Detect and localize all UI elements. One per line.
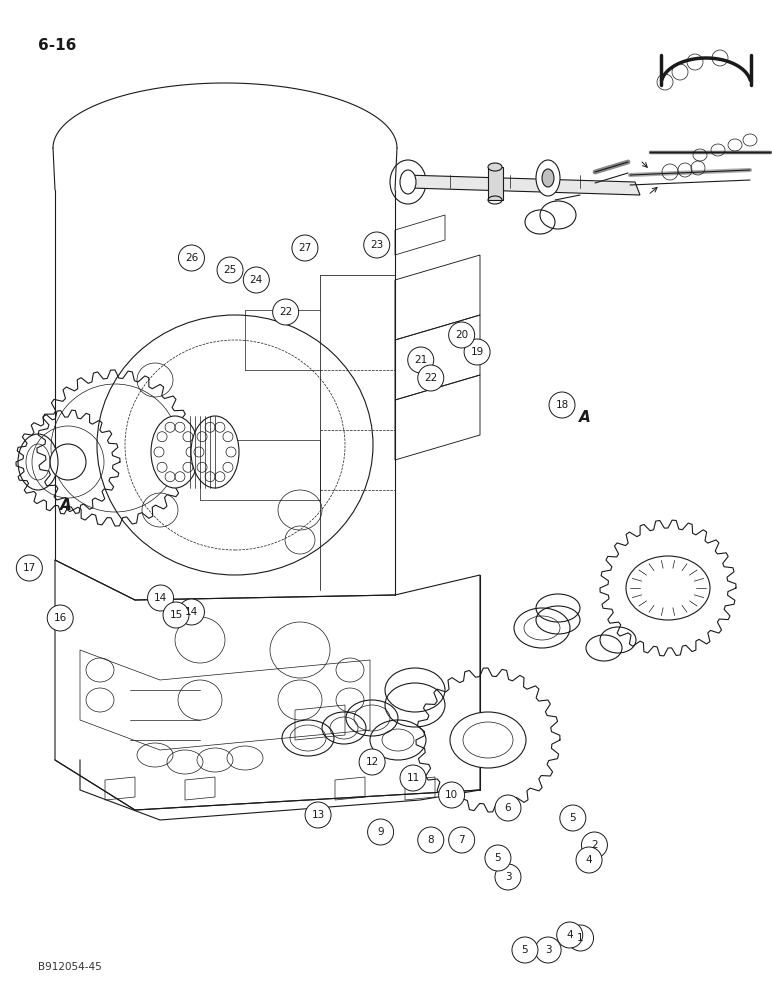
Text: 7: 7 <box>459 835 465 845</box>
Ellipse shape <box>536 160 560 196</box>
Circle shape <box>400 765 426 791</box>
Circle shape <box>305 802 331 828</box>
Circle shape <box>16 555 42 581</box>
Circle shape <box>449 827 475 853</box>
Text: 11: 11 <box>406 773 420 783</box>
Ellipse shape <box>542 169 554 187</box>
Circle shape <box>576 847 602 873</box>
Circle shape <box>47 605 73 631</box>
Circle shape <box>243 267 269 293</box>
Circle shape <box>535 937 561 963</box>
Text: 21: 21 <box>414 355 428 365</box>
Text: A: A <box>579 410 591 425</box>
Circle shape <box>549 392 575 418</box>
Circle shape <box>557 922 583 948</box>
Text: 6: 6 <box>505 803 511 813</box>
Circle shape <box>292 235 318 261</box>
Text: 26: 26 <box>185 253 198 263</box>
Circle shape <box>418 827 444 853</box>
Text: 19: 19 <box>470 347 484 357</box>
Text: 24: 24 <box>249 275 263 285</box>
Ellipse shape <box>488 163 502 171</box>
Circle shape <box>217 257 243 283</box>
Text: 4: 4 <box>567 930 573 940</box>
Circle shape <box>485 845 511 871</box>
Circle shape <box>581 832 608 858</box>
Text: 20: 20 <box>455 330 469 340</box>
Circle shape <box>438 782 465 808</box>
Circle shape <box>464 339 490 365</box>
Circle shape <box>367 819 394 845</box>
Text: B912054-45: B912054-45 <box>38 962 102 972</box>
Circle shape <box>495 864 521 890</box>
Circle shape <box>418 365 444 391</box>
Text: 25: 25 <box>223 265 237 275</box>
Text: 22: 22 <box>279 307 293 317</box>
Circle shape <box>178 599 205 625</box>
Ellipse shape <box>626 556 710 620</box>
Text: 9: 9 <box>378 827 384 837</box>
Text: 5: 5 <box>570 813 576 823</box>
Circle shape <box>495 795 521 821</box>
Circle shape <box>567 925 594 951</box>
Circle shape <box>560 805 586 831</box>
Circle shape <box>163 602 189 628</box>
Text: 2: 2 <box>591 840 598 850</box>
Circle shape <box>449 322 475 348</box>
Text: 14: 14 <box>185 607 198 617</box>
Circle shape <box>147 585 174 611</box>
Text: 17: 17 <box>22 563 36 573</box>
Text: 27: 27 <box>298 243 312 253</box>
Ellipse shape <box>50 444 86 480</box>
Circle shape <box>178 245 205 271</box>
Text: 4: 4 <box>586 855 592 865</box>
Text: 22: 22 <box>424 373 438 383</box>
Text: 3: 3 <box>545 945 551 955</box>
Circle shape <box>364 232 390 258</box>
Circle shape <box>408 347 434 373</box>
Text: 10: 10 <box>445 790 459 800</box>
Circle shape <box>359 749 385 775</box>
Text: 8: 8 <box>428 835 434 845</box>
Text: 3: 3 <box>505 872 511 882</box>
Text: 15: 15 <box>169 610 183 620</box>
Text: 18: 18 <box>555 400 569 410</box>
Circle shape <box>512 937 538 963</box>
Text: 12: 12 <box>365 757 379 767</box>
Circle shape <box>273 299 299 325</box>
Text: A: A <box>59 497 72 512</box>
Text: 6-16: 6-16 <box>38 38 76 53</box>
Text: 5: 5 <box>495 853 501 863</box>
Text: 13: 13 <box>311 810 325 820</box>
Text: 5: 5 <box>522 945 528 955</box>
Ellipse shape <box>400 170 416 194</box>
Ellipse shape <box>191 416 239 488</box>
Polygon shape <box>488 167 503 200</box>
Ellipse shape <box>151 416 199 488</box>
Polygon shape <box>405 175 640 195</box>
Text: 23: 23 <box>370 240 384 250</box>
Text: 14: 14 <box>154 593 168 603</box>
Ellipse shape <box>450 712 526 768</box>
Text: 1: 1 <box>577 933 584 943</box>
Text: 16: 16 <box>53 613 67 623</box>
